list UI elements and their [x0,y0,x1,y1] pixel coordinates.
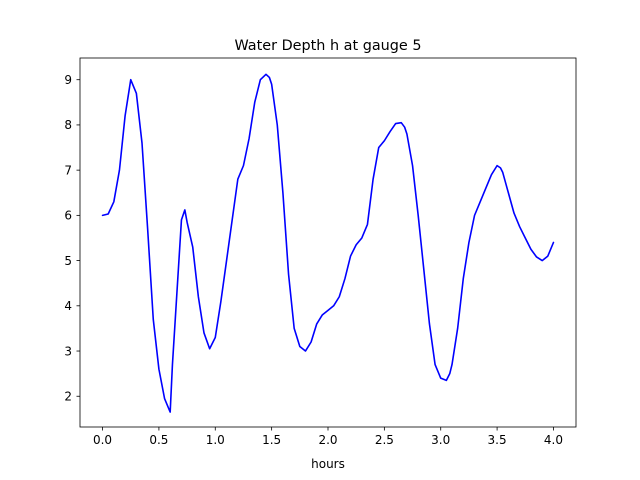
y-tick-label: 5 [64,254,72,268]
x-tick-label: 2.5 [375,433,394,447]
x-tick-label: 4.0 [544,433,563,447]
x-tick-label: 0.5 [149,433,168,447]
series-line-0 [101,73,555,413]
y-tick-label: 4 [64,299,72,313]
x-tick-label: 0.0 [93,433,112,447]
y-tick-label: 3 [64,344,72,358]
x-tick-label: 1.5 [262,433,281,447]
x-axis-label: hours [311,457,345,471]
y-tick-label: 7 [64,163,72,177]
x-axis-ticks: 0.0 0.5 1.0 1.5 2.0 2.5 3.0 3.5 4.0 [93,427,563,447]
x-tick-label: 3.5 [488,433,507,447]
chart-title: Water Depth h at gauge 5 [234,38,421,54]
y-tick-label: 2 [64,390,72,404]
y-tick-label: 8 [64,118,72,132]
y-axis-ticks: 2 3 4 5 6 7 8 9 [64,73,80,404]
y-tick-label: 9 [64,73,72,87]
y-tick-label: 6 [64,209,72,223]
x-tick-label: 1.0 [206,433,225,447]
x-tick-label: 2.0 [318,433,337,447]
x-tick-label: 3.0 [431,433,450,447]
